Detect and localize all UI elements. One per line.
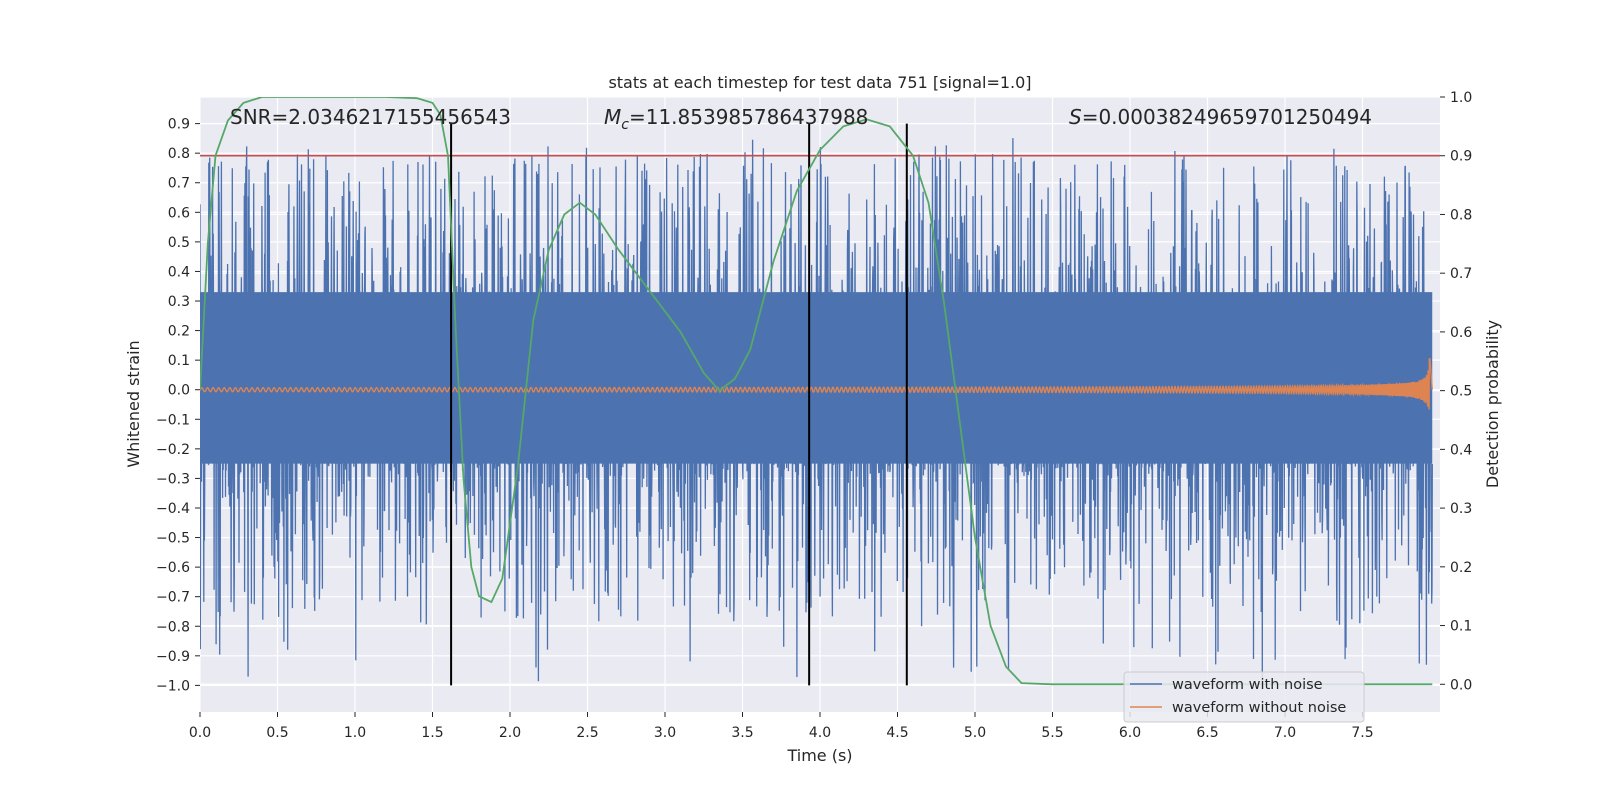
s-annotation: S=0.0003824965970125049​4 xyxy=(1069,105,1372,129)
x-tick-label: 2.0 xyxy=(499,725,521,741)
x-axis-label: Time (s) xyxy=(786,746,852,765)
chirp-mass-value: =11.853985786437988 xyxy=(629,105,868,129)
s-symbol: S xyxy=(1069,105,1082,129)
x-tick-label: 0.0 xyxy=(189,725,211,741)
waveform-with-noise-core-band xyxy=(200,292,1433,464)
y-tick-label: 0.9 xyxy=(168,117,190,133)
y2-tick-label: 0.3 xyxy=(1450,501,1472,517)
legend-label-noisy: waveform with noise xyxy=(1172,677,1323,693)
y2-tick-label: 1.0 xyxy=(1450,90,1472,106)
x-tick-label: 4.0 xyxy=(809,725,831,741)
x-tick-label: 7.0 xyxy=(1274,725,1296,741)
y-tick-label: 0.7 xyxy=(168,176,190,192)
data-layer xyxy=(200,97,1440,686)
y-tick-label: −0.4 xyxy=(156,501,190,517)
y2-tick-label: 0.5 xyxy=(1450,384,1472,400)
x-tick-label: 1.0 xyxy=(344,725,366,741)
series-line-waveform-without-noise xyxy=(200,358,1433,410)
y-tick-label: −1.0 xyxy=(156,678,190,694)
x-tick-label: 3.5 xyxy=(731,725,753,741)
axes-layer: 0.0 0.5 1.0 1.5 2.0 2.5 3.0 3.5 4.0 4.5 5.0 5.5 6.0 6… xyxy=(156,90,1472,741)
snr-annotation: SNR=2.0346217155456543 xyxy=(230,105,511,129)
y-tick-label: 0.2 xyxy=(168,324,190,340)
y2-axis-label: Detection probability xyxy=(1483,320,1502,488)
x-tick-label: 6.0 xyxy=(1119,725,1141,741)
y2-tick-label: 0.1 xyxy=(1450,619,1472,635)
legend-label-clean: waveform without noise xyxy=(1172,700,1346,716)
x-tick-label: 6.5 xyxy=(1196,725,1218,741)
y-tick-label: 0.4 xyxy=(168,264,190,280)
chirp-mass-symbol: M xyxy=(604,105,621,129)
y-tick-label: −0.8 xyxy=(156,619,190,635)
y2-tick-label: 0.9 xyxy=(1450,149,1472,165)
x-tick-label: 2.5 xyxy=(576,725,598,741)
legend: waveform with noise waveform without noi… xyxy=(1123,671,1365,723)
chirp-mass-annotation: Mc=11.853985786437988 xyxy=(604,105,868,133)
y2-tick-label: 0.2 xyxy=(1450,560,1472,576)
x-tick-label: 4.5 xyxy=(886,725,908,741)
x-tick-label: 7.5 xyxy=(1351,725,1373,741)
y2-tick-label: 0.0 xyxy=(1450,677,1472,693)
x-tick-label: 1.5 xyxy=(421,725,443,741)
y-tick-label: −0.7 xyxy=(156,590,190,606)
y-tick-label: 0.5 xyxy=(168,235,190,251)
x-tick-label: 3.0 xyxy=(654,725,676,741)
y-tick-label: 0.8 xyxy=(168,146,190,162)
x-tick-label: 0.5 xyxy=(266,725,288,741)
y-tick-label: −0.3 xyxy=(156,471,190,487)
y-tick-label: −0.6 xyxy=(156,560,190,576)
y2-tick-label: 0.8 xyxy=(1450,207,1472,223)
y2-tick-label: 0.7 xyxy=(1450,266,1472,282)
y-tick-label: −0.5 xyxy=(156,531,190,547)
y-tick-label: −0.1 xyxy=(156,412,190,428)
y-axis-label: Whitened strain xyxy=(124,340,143,467)
s-value: =0.0003824965970125049​4 xyxy=(1082,105,1372,129)
y-tick-label: 0.0 xyxy=(168,383,190,399)
chart-title: stats at each timestep for test data 751… xyxy=(608,73,1031,92)
series-line-detection-probability xyxy=(200,97,1433,686)
legend-box xyxy=(1123,671,1365,723)
y-tick-label: −0.2 xyxy=(156,442,190,458)
y-tick-label: 0.3 xyxy=(168,294,190,310)
x-tick-label: 5.0 xyxy=(964,725,986,741)
y2-tick-label: 0.6 xyxy=(1450,325,1472,341)
x-tick-label: 5.5 xyxy=(1041,725,1063,741)
y-tick-label: 0.1 xyxy=(168,353,190,369)
y2-tick-label: 0.4 xyxy=(1450,442,1472,458)
y-tick-label: −0.9 xyxy=(156,649,190,665)
chirp-mass-subscript: c xyxy=(621,117,629,133)
y-tick-label: 0.6 xyxy=(168,205,190,221)
